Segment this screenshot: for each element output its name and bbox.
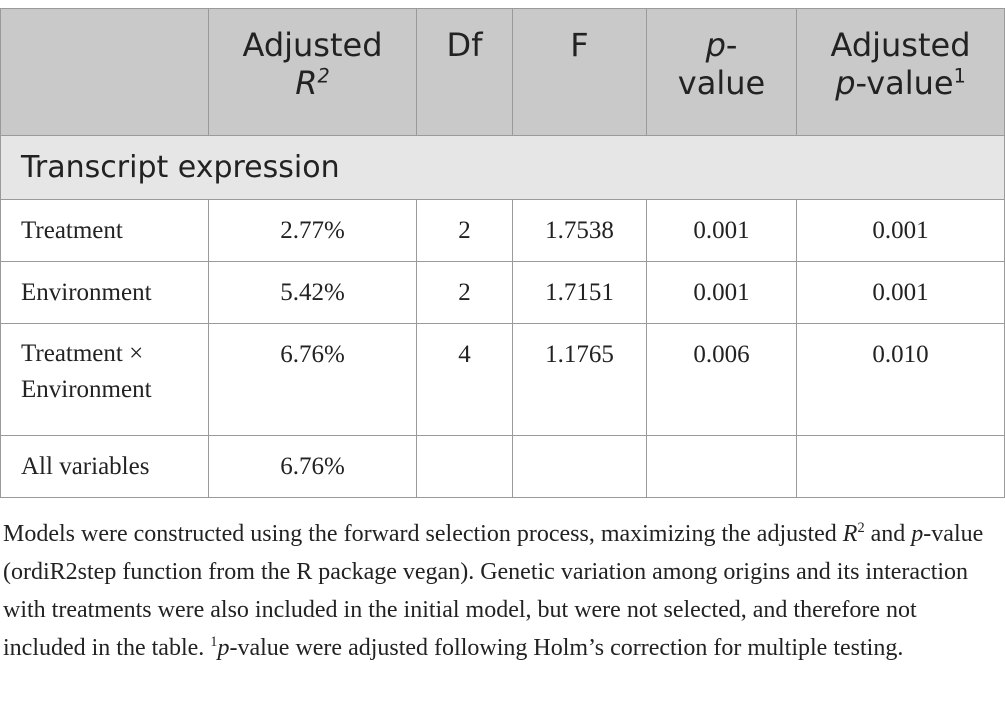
- row-label-line2: Environment: [21, 376, 152, 403]
- row-label: Treatment: [0, 199, 209, 262]
- cell-adjusted-pvalue: [796, 435, 1005, 498]
- header-pvalue: p- value: [646, 8, 797, 136]
- header-row: Adjusted R2 Df F p- value Adjusted p-val…: [0, 8, 1005, 136]
- cell-df: [416, 435, 513, 498]
- section-row: Transcript expression: [0, 135, 1005, 200]
- cell-adjusted-pvalue: 0.010: [796, 323, 1005, 436]
- cell-f: 1.7151: [512, 261, 647, 324]
- cell-df: 2: [416, 261, 513, 324]
- section-title: Transcript expression: [0, 135, 1005, 200]
- cell-f: 1.1765: [512, 323, 647, 436]
- header-empty-cell: [0, 8, 209, 136]
- cell-adjusted-pvalue: 0.001: [796, 261, 1005, 324]
- cell-f: 1.7538: [512, 199, 647, 262]
- cell-pvalue: 0.001: [646, 199, 797, 262]
- results-table: Adjusted R2 Df F p- value Adjusted p-val…: [0, 8, 1005, 498]
- cell-adjusted-r2: 6.76%: [208, 435, 417, 498]
- cell-f: [512, 435, 647, 498]
- table-footnote: Models were constructed using the forwar…: [3, 520, 984, 661]
- table-row: All variables 6.76%: [0, 435, 1005, 498]
- table-row: Environment 5.42% 2 1.7151 0.001 0.001: [0, 261, 1005, 324]
- cell-adjusted-r2: 6.76%: [208, 323, 417, 436]
- cell-pvalue: 0.006: [646, 323, 797, 436]
- row-label: Treatment × Environment: [0, 323, 209, 436]
- row-label-line1: Treatment ×: [21, 340, 144, 367]
- cell-df: 2: [416, 199, 513, 262]
- header-adjusted-r2: Adjusted R2: [208, 8, 417, 136]
- cell-df: 4: [416, 323, 513, 436]
- cell-adjusted-pvalue: 0.001: [796, 199, 1005, 262]
- table-row: Treatment × Environment 6.76% 4 1.1765 0…: [0, 323, 1005, 436]
- header-df: Df: [416, 8, 513, 136]
- cell-pvalue: [646, 435, 797, 498]
- table-row: Treatment 2.77% 2 1.7538 0.001 0.001: [0, 199, 1005, 262]
- header-f: F: [512, 8, 647, 136]
- row-label: Environment: [0, 261, 209, 324]
- cell-adjusted-r2: 5.42%: [208, 261, 417, 324]
- cell-adjusted-r2: 2.77%: [208, 199, 417, 262]
- header-adjusted-pvalue: Adjusted p-value1: [796, 8, 1005, 136]
- row-label: All variables: [0, 435, 209, 498]
- cell-pvalue: 0.001: [646, 261, 797, 324]
